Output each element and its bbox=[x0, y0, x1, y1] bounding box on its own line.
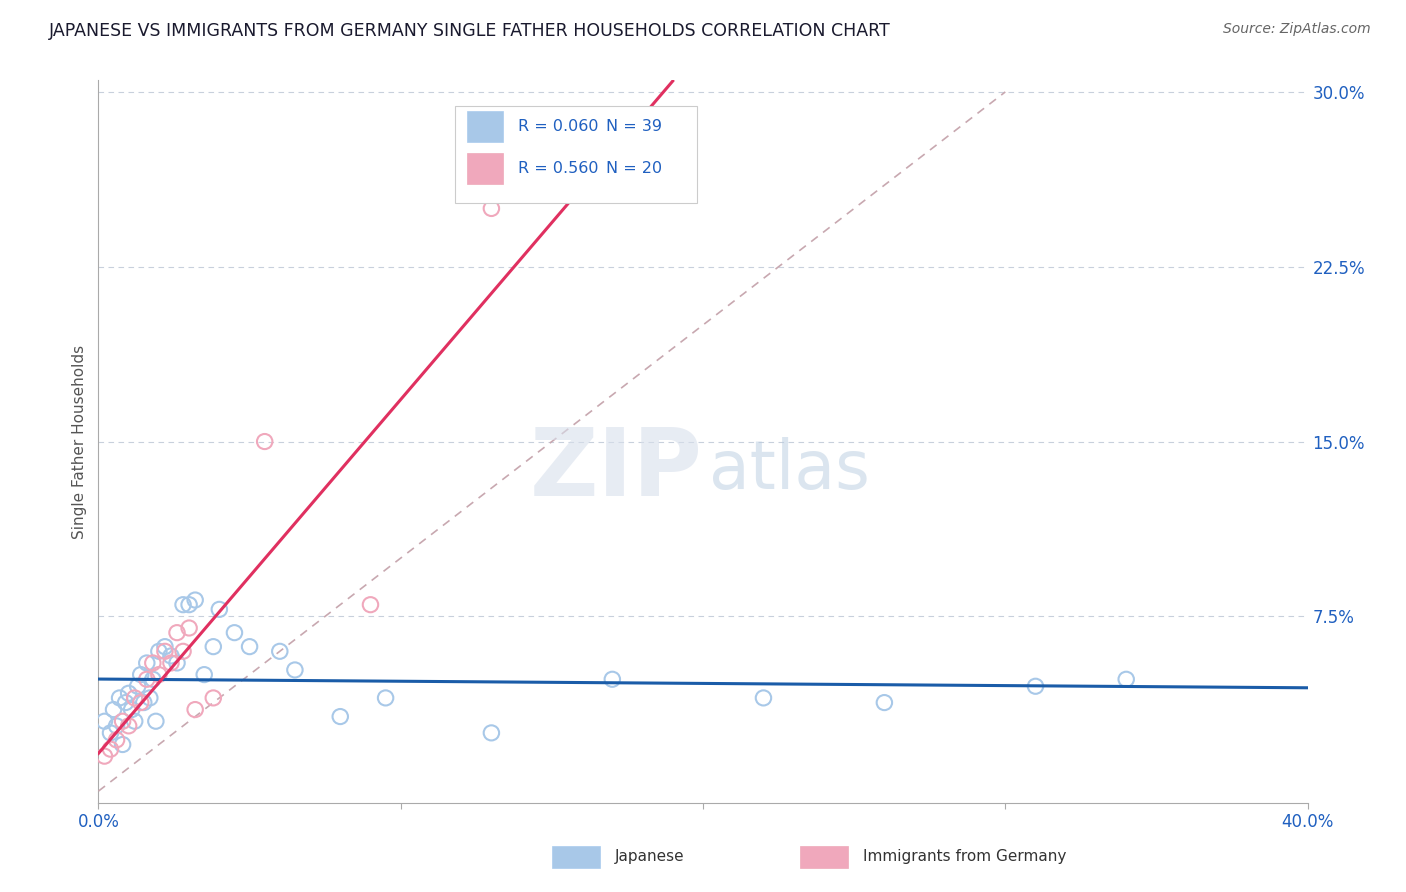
FancyBboxPatch shape bbox=[551, 847, 600, 868]
Text: N = 20: N = 20 bbox=[606, 161, 662, 176]
FancyBboxPatch shape bbox=[456, 105, 697, 203]
Text: Source: ZipAtlas.com: Source: ZipAtlas.com bbox=[1223, 22, 1371, 37]
Text: Immigrants from Germany: Immigrants from Germany bbox=[863, 849, 1066, 864]
Y-axis label: Single Father Households: Single Father Households bbox=[72, 344, 87, 539]
Text: N = 39: N = 39 bbox=[606, 119, 662, 134]
Text: R = 0.060: R = 0.060 bbox=[517, 119, 599, 134]
FancyBboxPatch shape bbox=[800, 847, 848, 868]
Text: atlas: atlas bbox=[709, 437, 870, 503]
Text: ZIP: ZIP bbox=[530, 425, 703, 516]
FancyBboxPatch shape bbox=[467, 112, 503, 142]
Text: R = 0.560: R = 0.560 bbox=[517, 161, 599, 176]
FancyBboxPatch shape bbox=[467, 153, 503, 184]
Text: Japanese: Japanese bbox=[614, 849, 685, 864]
Text: JAPANESE VS IMMIGRANTS FROM GERMANY SINGLE FATHER HOUSEHOLDS CORRELATION CHART: JAPANESE VS IMMIGRANTS FROM GERMANY SING… bbox=[49, 22, 891, 40]
